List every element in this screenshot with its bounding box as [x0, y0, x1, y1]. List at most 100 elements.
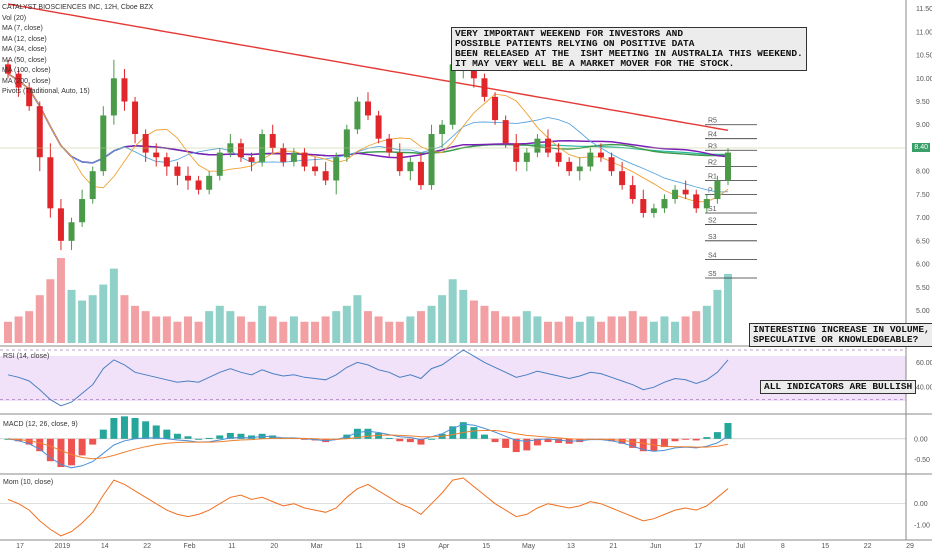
rsi-pane	[0, 349, 906, 407]
macd-histogram-bar	[237, 433, 245, 439]
volume-bar	[226, 311, 235, 343]
legend-ma200[interactable]: MA (200, close)	[2, 77, 51, 85]
volume-bar	[342, 305, 351, 343]
legend-vol[interactable]: Vol (20)	[2, 14, 27, 22]
macd-histogram-bar	[618, 438, 626, 444]
volume-bar	[639, 316, 648, 343]
candle-body	[100, 115, 107, 172]
candle-body	[714, 180, 721, 200]
pivot-label: S4	[708, 252, 717, 259]
time-tick-label: 19	[398, 543, 406, 550]
macd-histogram-bar	[533, 438, 541, 446]
rsi-band	[0, 356, 906, 401]
volume-bar	[131, 305, 140, 343]
volume-bar	[649, 321, 658, 343]
legend-ma50[interactable]: MA (50, close)	[2, 56, 47, 64]
volume-bar	[46, 279, 55, 343]
volume-bar	[25, 311, 34, 343]
candle-body	[153, 152, 160, 158]
volume-annotation[interactable]: INTERESTING INCREASE IN VOLUME, SPECULAT…	[749, 323, 932, 347]
volume-bar	[35, 295, 44, 343]
macd-histogram-bar	[25, 438, 33, 445]
candle-body	[269, 134, 276, 148]
macd-histogram-bar	[120, 416, 128, 439]
macd-histogram-bar	[703, 437, 711, 439]
legend-ma12[interactable]: MA (12, close)	[2, 35, 47, 43]
macd-histogram-bar	[417, 438, 425, 445]
volume-bar	[374, 316, 383, 343]
price-tick-label: 10.50	[916, 53, 932, 60]
macd-histogram-bar	[184, 436, 192, 439]
candle-body	[481, 78, 488, 97]
candle-body	[545, 138, 551, 153]
pivot-label: S5	[708, 271, 717, 278]
time-tick-label: 11	[228, 543, 235, 550]
last-price-tag: 8.40	[912, 143, 930, 152]
volume-bar	[14, 316, 23, 343]
volume-bar	[544, 321, 552, 343]
candle-body	[142, 134, 149, 153]
macd-histogram-bar	[57, 438, 65, 468]
price-tick-label: 6.00	[916, 262, 930, 269]
candle-body	[280, 147, 287, 162]
time-tick-label: 8	[781, 543, 785, 550]
macd-histogram-bar	[353, 428, 361, 439]
signal-line	[7, 430, 729, 460]
volume-bar	[289, 316, 298, 343]
legend-ma7[interactable]: MA (7, close)	[2, 25, 43, 32]
rsi-line	[7, 349, 729, 407]
volume-bar	[311, 321, 320, 343]
time-tick-label: 15	[821, 543, 829, 550]
symbol-title[interactable]: CATALYST BIOSCIENCES INC, 12H, Cboe BZX	[2, 4, 154, 11]
macd-histogram-bar	[639, 438, 647, 452]
volume-bar	[671, 321, 680, 343]
macd-histogram-bar	[163, 429, 171, 439]
candle-body	[163, 157, 170, 167]
volume-bar	[406, 316, 415, 343]
volume-bar	[120, 295, 129, 343]
mom-title: Mom (10, close)	[3, 479, 53, 486]
volume-bar	[692, 311, 701, 343]
volume-bar	[321, 316, 330, 343]
macd-histogram-bar	[205, 437, 213, 439]
candle-body	[26, 87, 33, 107]
candle-body	[365, 101, 371, 116]
price-tick-label: 11.50	[916, 6, 932, 13]
legend-pivots[interactable]: Pivots (Traditional, Auto, 15)	[2, 88, 90, 95]
rsi-title: RSI (14, close)	[3, 353, 49, 360]
volume-bar	[67, 289, 76, 343]
macd-histogram-bar	[671, 438, 679, 442]
candle-body	[523, 152, 530, 162]
macd-histogram-bar	[396, 438, 404, 442]
candle-body	[396, 152, 403, 172]
volume-bar	[427, 305, 436, 343]
candle-body	[375, 115, 382, 139]
price-tick-label: 6.50	[916, 238, 930, 245]
time-tick-label: 14	[101, 543, 109, 550]
time-tick-label: Apr	[438, 543, 450, 550]
candle-body	[312, 166, 319, 172]
top-annotation[interactable]: VERY IMPORTANT WEEKEND FOR INVESTORS AND…	[451, 27, 807, 71]
volume-bar	[660, 316, 669, 343]
pivot-label: R2	[708, 160, 717, 167]
pivot-label: R4	[708, 132, 717, 139]
legend-ma100[interactable]: MA (100, close)	[2, 67, 51, 74]
candle-body	[301, 152, 308, 167]
candle-body	[449, 64, 456, 125]
macd-histogram-bar	[364, 428, 372, 439]
rsi-annotation[interactable]: ALL INDICATORS ARE BULLISH	[760, 380, 917, 394]
candle-body	[597, 152, 604, 158]
candle-body	[237, 143, 244, 158]
volume-bar	[279, 321, 288, 343]
volume-bar	[459, 289, 468, 343]
volume-bar	[385, 321, 394, 343]
macd-histogram-bar	[449, 426, 457, 439]
candle-body	[79, 199, 86, 223]
volume-bar	[395, 321, 404, 343]
price-tick-label: 5.50	[916, 285, 930, 292]
macd-histogram-bar	[523, 438, 531, 451]
legend-ma34[interactable]: MA (34, close)	[2, 46, 47, 53]
pivot-label: S1	[708, 206, 717, 213]
